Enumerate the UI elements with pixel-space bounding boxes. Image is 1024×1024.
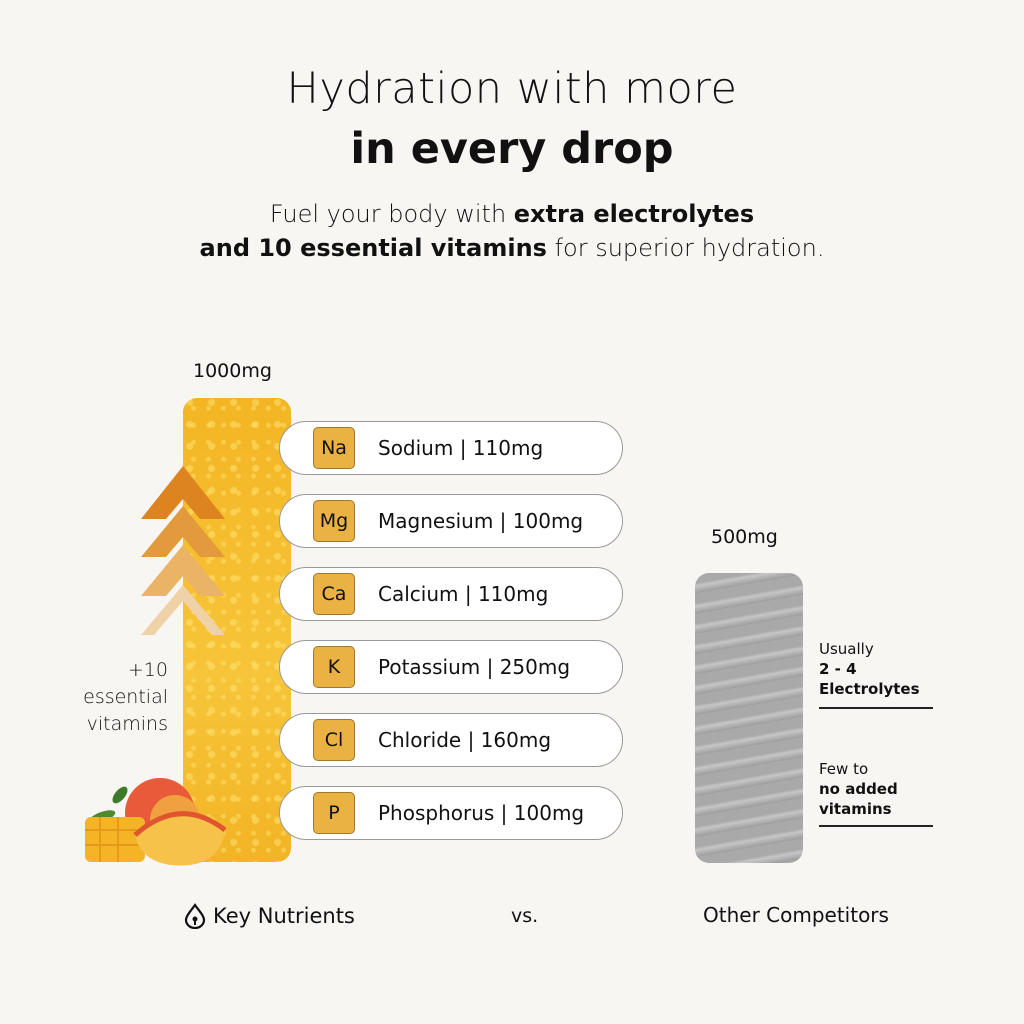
competitors-amount: 500mg bbox=[711, 526, 778, 548]
element-badge: Ca bbox=[313, 573, 355, 615]
electrolyte-label: Chloride | 160mg bbox=[378, 728, 552, 752]
electrolyte-label: Magnesium | 100mg bbox=[378, 509, 584, 533]
competitors-label: Other Competitors bbox=[703, 903, 889, 927]
electrolyte-pill-chloride: Cl Chloride | 160mg bbox=[279, 713, 623, 767]
vitamins-line: vitamins bbox=[86, 713, 168, 735]
electrolyte-label: Potassium | 250mg bbox=[378, 655, 571, 679]
brand-label: Key Nutrients bbox=[183, 903, 355, 929]
subtitle-text: Fuel your body with bbox=[269, 200, 514, 228]
arrow-chevron bbox=[141, 466, 225, 519]
vitamins-label: +10 essential vitamins bbox=[40, 657, 168, 738]
electrolyte-label: Calcium | 110mg bbox=[378, 582, 549, 606]
electrolyte-label: Phosphorus | 100mg bbox=[378, 801, 585, 825]
electrolyte-pill-phosphorus: P Phosphorus | 100mg bbox=[279, 786, 623, 840]
brand-name: Key Nutrients bbox=[213, 904, 355, 928]
arrow-chevron bbox=[141, 585, 225, 635]
vitamins-line: essential bbox=[83, 686, 168, 708]
subtitle-text: for superior hydration. bbox=[546, 234, 825, 262]
divider bbox=[819, 825, 933, 827]
divider bbox=[819, 707, 933, 709]
electrolyte-pill-calcium: Ca Calcium | 110mg bbox=[279, 567, 623, 621]
electrolyte-pill-magnesium: Mg Magnesium | 100mg bbox=[279, 494, 623, 548]
arrow-chevron bbox=[141, 506, 225, 557]
key-nutrients-amount: 1000mg bbox=[193, 360, 272, 382]
element-badge: Na bbox=[313, 427, 355, 469]
electrolyte-pill-sodium: Na Sodium | 110mg bbox=[279, 421, 623, 475]
note-bold: 2 - 4 bbox=[819, 660, 857, 678]
electrolyte-pill-potassium: K Potassium | 250mg bbox=[279, 640, 623, 694]
element-badge: Mg bbox=[313, 500, 355, 542]
vs-label: vs. bbox=[511, 905, 539, 927]
electrolyte-label: Sodium | 110mg bbox=[378, 436, 544, 460]
note-bold: vitamins bbox=[819, 800, 892, 818]
element-badge: Cl bbox=[313, 719, 355, 761]
competitor-note-vitamins: Few to no added vitamins bbox=[819, 759, 898, 819]
note-text: Usually bbox=[819, 640, 874, 658]
mango-peach-image bbox=[85, 778, 227, 866]
up-arrows-icon bbox=[141, 466, 225, 635]
note-text: Few to bbox=[819, 760, 869, 778]
arrow-chevron bbox=[141, 545, 225, 596]
vitamins-line: +10 bbox=[127, 659, 168, 681]
competitor-note-electrolytes: Usually 2 - 4 Electrolytes bbox=[819, 639, 920, 699]
title-line-2: in every drop bbox=[350, 124, 674, 174]
key-nutrients-bar bbox=[183, 398, 291, 862]
element-badge: K bbox=[313, 646, 355, 688]
note-bold: no added bbox=[819, 780, 898, 798]
note-bold: Electrolytes bbox=[819, 680, 920, 698]
element-badge: P bbox=[313, 792, 355, 834]
drop-keyhole-icon bbox=[184, 903, 206, 929]
subtitle-bold: and 10 essential vitamins bbox=[199, 234, 547, 262]
subtitle-bold: extra electrolytes bbox=[513, 200, 755, 228]
title-line-1: Hydration with more bbox=[286, 64, 738, 114]
competitors-bar bbox=[695, 573, 803, 863]
subtitle-line-1: Fuel your body with extra electrolytes bbox=[0, 200, 1024, 228]
subtitle-line-2: and 10 essential vitamins for superior h… bbox=[0, 234, 1024, 262]
